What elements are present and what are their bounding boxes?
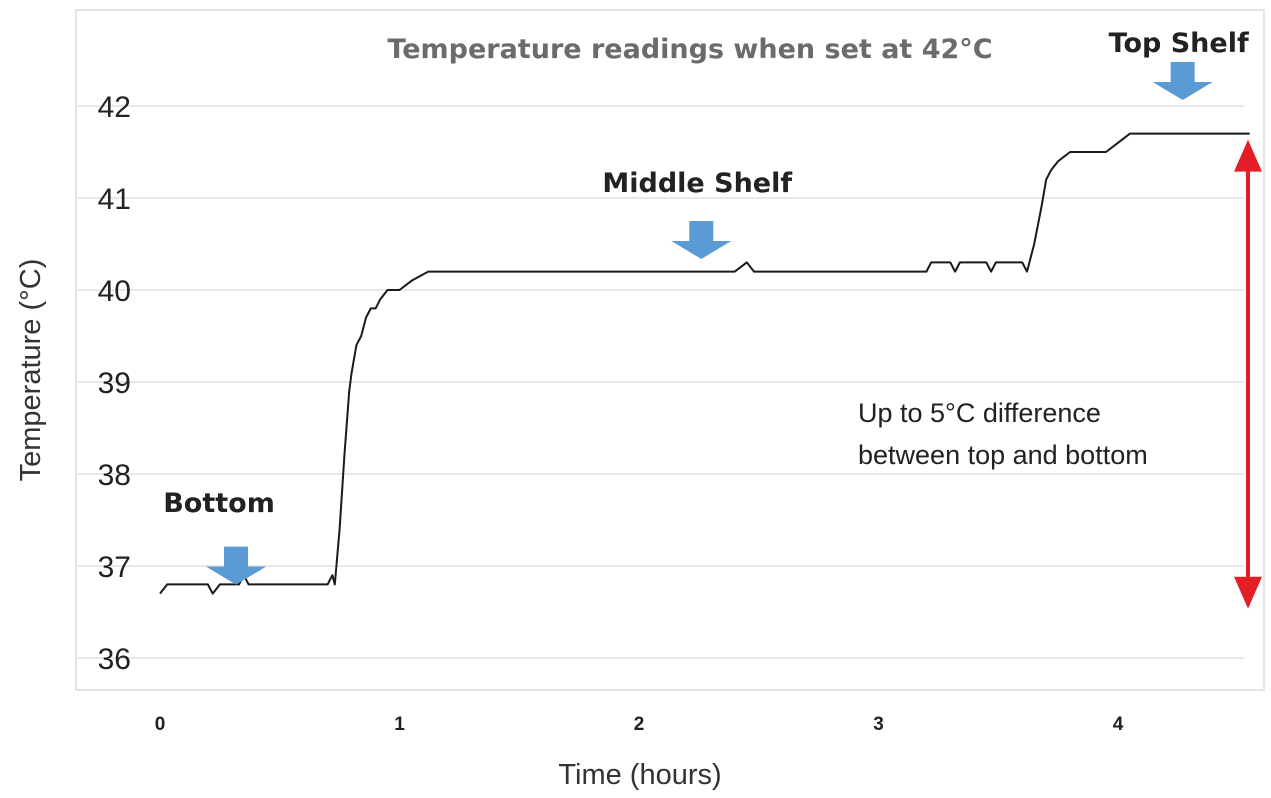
y-tick-42: 42 xyxy=(98,91,131,124)
y-tick-labels: 36 37 38 39 40 41 42 xyxy=(98,91,131,676)
middle-shelf-arrow xyxy=(671,221,732,259)
middle-shelf-label: Middle Shelf xyxy=(602,168,792,199)
difference-note-line1: Up to 5°C difference xyxy=(858,398,1101,428)
y-tick-41: 41 xyxy=(98,183,131,216)
range-arrow-head-bottom xyxy=(1234,576,1262,609)
x-tick-0: 0 xyxy=(155,714,166,735)
top-shelf-arrow xyxy=(1152,62,1213,100)
y-tick-36: 36 xyxy=(98,643,131,676)
bottom-shelf-label: Bottom xyxy=(163,488,275,519)
y-tick-38: 38 xyxy=(98,459,131,492)
difference-note-line2: between top and bottom xyxy=(858,440,1148,470)
x-tick-1: 1 xyxy=(394,714,405,735)
x-tick-2: 2 xyxy=(634,714,645,735)
bottom-shelf-arrow xyxy=(206,546,267,585)
difference-range-arrow xyxy=(1234,139,1262,609)
y-tick-37: 37 xyxy=(98,551,131,584)
x-tick-3: 3 xyxy=(873,714,884,735)
y-tick-40: 40 xyxy=(98,275,131,308)
y-axis-label: Temperature (°C) xyxy=(15,259,47,482)
range-arrow-head-top xyxy=(1234,139,1262,172)
shelf-arrows xyxy=(206,62,1213,585)
x-tick-4: 4 xyxy=(1113,714,1124,735)
x-axis-label: Time (hours) xyxy=(558,759,721,791)
top-shelf-label: Top Shelf xyxy=(1109,28,1249,59)
x-tick-labels: 0 1 2 3 4 xyxy=(155,714,1124,735)
plot-frame xyxy=(75,9,1265,691)
series-line xyxy=(159,132,1250,595)
chart-title: Temperature readings when set at 42°C xyxy=(387,34,992,65)
y-tick-39: 39 xyxy=(98,367,131,400)
grid-lines xyxy=(78,105,1244,659)
